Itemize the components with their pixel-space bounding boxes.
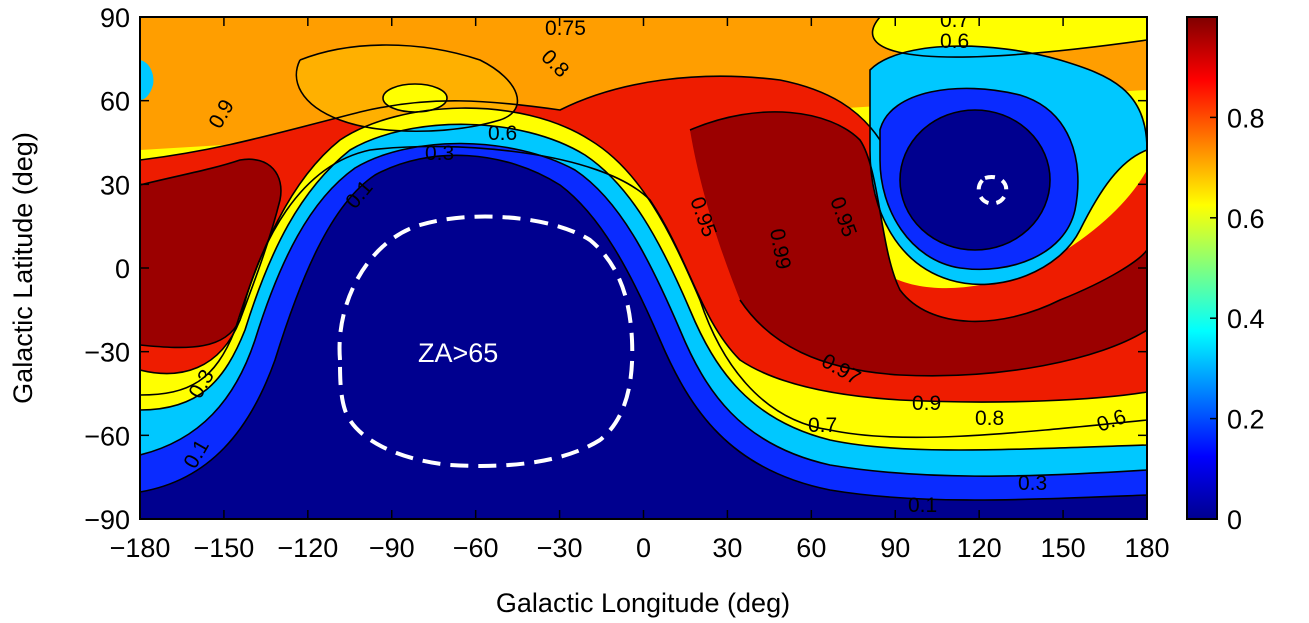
y-tick-label: 90: [100, 3, 130, 33]
y-axis-label: Galactic Latitude (deg): [8, 132, 38, 404]
x-tick-label: 90: [880, 533, 910, 563]
contour-lines: [140, 17, 1147, 501]
contour-label: 0.75: [545, 17, 586, 40]
x-tick-label: 0: [636, 533, 651, 563]
colorbar-tick-label: 0.8: [1227, 103, 1265, 133]
contour-label: 0.6: [488, 122, 517, 145]
y-tick-label: −60: [84, 421, 130, 451]
cyan-corner-west: [140, 60, 154, 100]
darkred-core-east: [690, 111, 1147, 376]
x-tick-label: −120: [277, 533, 338, 563]
x-tick-label: 180: [1124, 533, 1169, 563]
contour-label: 0.1: [908, 494, 937, 517]
x-axis-label: Galactic Longitude (deg): [496, 588, 790, 618]
y-tick-label: −30: [84, 338, 130, 368]
y-tick-label: 0: [115, 254, 130, 284]
darkblue-north-east: [900, 110, 1050, 250]
contour-label: 0.3: [1018, 472, 1047, 495]
colorbar: [1186, 16, 1218, 520]
y-tick-label: −90: [84, 505, 130, 535]
contour-label: 0.3: [425, 142, 454, 165]
darkblue-lobe: [140, 155, 1147, 519]
x-tick-label: −30: [537, 533, 583, 563]
colorbar-axis: 0 0.2 0.4 0.6 0.8: [1210, 103, 1265, 535]
x-tick-label: 60: [796, 533, 826, 563]
colorbar-tick-label: 0.2: [1227, 405, 1265, 435]
x-axis: −180 −150 −120 −90 −60 −30 0 30 60 90 120 150 180: [110, 17, 1170, 563]
za65-boundary-small: [976, 175, 1009, 206]
plot-area: 0.75 0.8 0.7 0.6 0.9 0.3 0.1 0.95 0.97 0…: [140, 9, 1147, 519]
za65-boundary-main: [337, 214, 635, 468]
x-tick-label: 120: [957, 533, 1002, 563]
za65-annotation: ZA>65: [418, 338, 498, 368]
y-tick-label: 30: [100, 170, 130, 200]
colorbar-tick-label: 0.6: [1227, 204, 1265, 234]
x-tick-label: −90: [369, 533, 415, 563]
contour-label: 0.8: [975, 407, 1004, 430]
contour-label: 0.7: [808, 414, 837, 437]
colorbar-tick-label: 0.4: [1227, 304, 1265, 334]
x-tick-label: −150: [194, 533, 255, 563]
contour-label: 0.6: [940, 30, 969, 53]
x-tick-label: −180: [110, 533, 171, 563]
y-tick-label: 60: [100, 87, 130, 117]
x-tick-label: −60: [453, 533, 499, 563]
x-tick-label: 30: [712, 533, 742, 563]
colorbar-tick-label: 0: [1227, 505, 1242, 535]
x-tick-label: 150: [1041, 533, 1086, 563]
y-axis: 90 60 30 0 −30 −60 −90: [84, 3, 1147, 535]
contour-label: 0.7: [940, 9, 969, 32]
contour-label: 0.9: [912, 392, 941, 415]
